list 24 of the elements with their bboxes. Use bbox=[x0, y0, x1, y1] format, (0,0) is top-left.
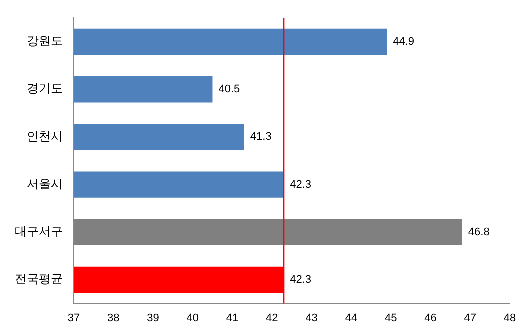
x-tick-label: 45 bbox=[384, 312, 398, 324]
x-tick-label: 39 bbox=[147, 312, 160, 324]
x-tick-label: 48 bbox=[504, 312, 516, 324]
x-tick-label: 38 bbox=[108, 312, 120, 324]
y-tick-label: 서울시 bbox=[27, 176, 63, 191]
data-label: 40.5 bbox=[218, 84, 240, 96]
x-tick-label: 40 bbox=[186, 312, 200, 324]
x-tick-label: 43 bbox=[306, 312, 318, 324]
y-tick-label: 강원도 bbox=[27, 34, 63, 48]
data-label: 41.3 bbox=[250, 131, 272, 144]
x-tick-label: 44 bbox=[345, 312, 358, 324]
x-tick-label: 46 bbox=[424, 312, 437, 324]
data-label: 42.3 bbox=[290, 178, 312, 191]
x-tick-label: 41 bbox=[226, 312, 239, 324]
y-tick-label: 인천시 bbox=[27, 129, 63, 144]
data-label: 42.3 bbox=[290, 274, 312, 286]
x-tick-label: 37 bbox=[68, 312, 80, 324]
data-label: 44.9 bbox=[393, 36, 415, 48]
y-tick-label: 대구서구 bbox=[15, 224, 63, 239]
y-tick-label: 전국평균 bbox=[15, 272, 63, 286]
data-label: 46.8 bbox=[468, 226, 490, 238]
x-tick-label: 47 bbox=[464, 312, 476, 324]
y-tick-label: 경기도 bbox=[27, 82, 63, 96]
x-tick-label: 42 bbox=[266, 312, 278, 324]
